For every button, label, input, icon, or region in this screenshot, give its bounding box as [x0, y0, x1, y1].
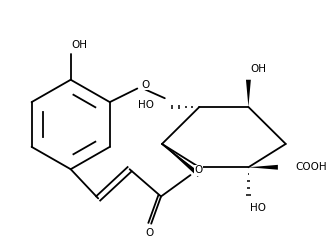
Text: HO: HO — [138, 100, 154, 110]
Text: O: O — [141, 79, 150, 90]
Polygon shape — [246, 80, 251, 107]
Polygon shape — [248, 165, 278, 170]
Text: OH: OH — [250, 64, 267, 74]
Text: OH: OH — [72, 40, 88, 50]
Text: HO: HO — [250, 203, 267, 213]
Text: COOH: COOH — [296, 162, 327, 172]
Text: O: O — [194, 165, 203, 175]
Polygon shape — [162, 144, 201, 177]
Text: O: O — [145, 228, 153, 238]
